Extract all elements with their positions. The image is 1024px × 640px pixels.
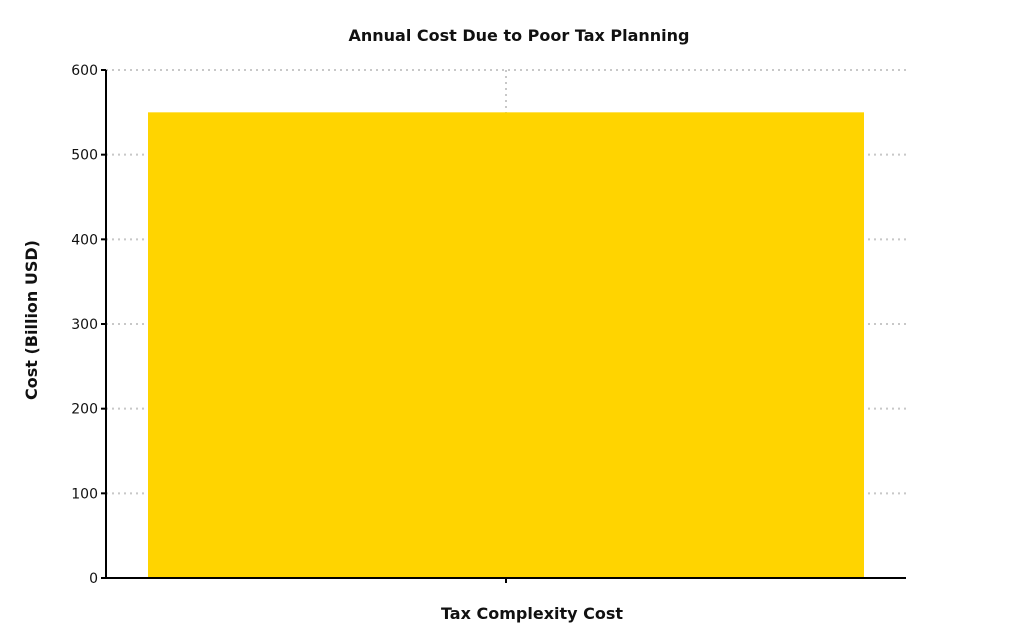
y-tick-label: 0 xyxy=(89,571,98,587)
y-tick-label: 200 xyxy=(71,402,98,418)
bars xyxy=(148,112,864,578)
y-tick-label: 600 xyxy=(71,63,98,79)
y-axis-label: Cost (Billion USD) xyxy=(22,240,41,400)
y-ticks: 0 100 200 300 400 500 600 xyxy=(71,63,106,587)
y-tick-label: 400 xyxy=(71,232,98,248)
y-tick-label: 300 xyxy=(71,317,98,333)
y-tick-label: 500 xyxy=(71,148,98,164)
chart-title: Annual Cost Due to Poor Tax Planning xyxy=(348,26,689,45)
y-tick-label: 100 xyxy=(71,486,98,502)
x-axis-label: Tax Complexity Cost xyxy=(441,604,623,623)
bar xyxy=(148,112,864,578)
